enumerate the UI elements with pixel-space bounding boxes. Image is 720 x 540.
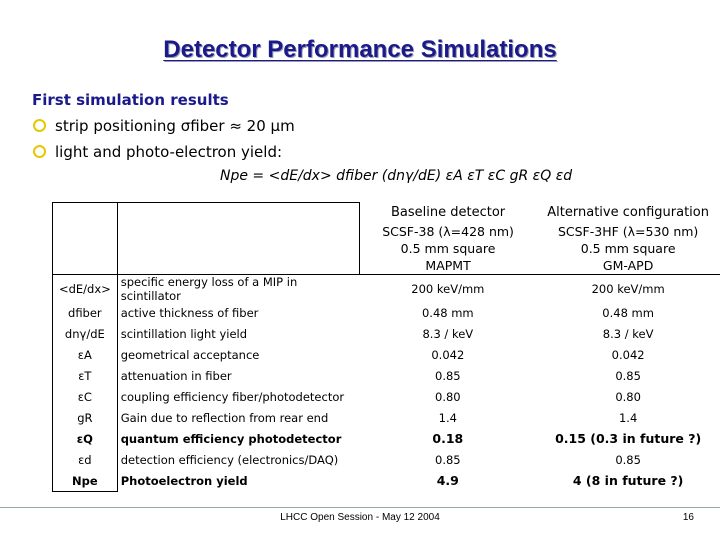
- row-baseline-value: 0.042: [431, 348, 465, 363]
- row-description: detection efficiency (electronics/DAQ): [120, 452, 339, 467]
- header-alternative-line: SCSF-3HF (λ=530 nm): [557, 223, 699, 239]
- row-baseline-value: 0.18: [432, 431, 464, 447]
- row-baseline-value: 0.48 mm: [421, 306, 474, 321]
- table-row: εA geometrical acceptance 0.042 0.042: [52, 344, 720, 366]
- performance-table: Baseline detector SCSF-38 (λ=428 nm) 0.5…: [52, 202, 720, 493]
- header-empty-desc: [117, 202, 360, 275]
- row-symbol: εd: [52, 449, 118, 471]
- row-symbol: <dE/dx>: [52, 274, 118, 303]
- table-row: gR Gain due to reflection from rear end …: [52, 407, 720, 429]
- bullet-ring-icon: [33, 145, 46, 158]
- photoelectron-formula: Npe = <dE/dx> dfiber (dnγ/dE) εA εT εC g…: [220, 168, 573, 184]
- row-symbol: εA: [52, 344, 118, 366]
- table-row: dnγ/dE scintillation light yield 8.3 / k…: [52, 323, 720, 345]
- row-symbol: dnγ/dE: [52, 323, 118, 345]
- row-symbol: dfiber: [52, 303, 118, 324]
- row-description: quantum efficiency photodetector: [120, 431, 342, 446]
- header-alternative-line: 0.5 mm square: [580, 240, 676, 256]
- table-row: εC coupling efficiency fiber/photodetect…: [52, 386, 720, 408]
- row-alternative-value: 0.85: [615, 452, 641, 467]
- row-description: active thickness of fiber: [120, 306, 259, 321]
- row-symbol: εQ: [52, 428, 118, 450]
- row-baseline-value: 1.4: [438, 410, 457, 425]
- bullet-ring-icon: [33, 119, 46, 132]
- header-baseline-title: Baseline detector: [390, 204, 506, 220]
- bullet-strip-positioning: strip positioning σfiber ≈ 20 µm: [33, 117, 295, 135]
- header-alternative: Alternative configuration SCSF-3HF (λ=53…: [536, 203, 720, 275]
- header-baseline-line: MAPMT: [425, 257, 471, 273]
- row-alternative-value: 8.3 / keV: [602, 327, 654, 342]
- row-alternative-value: 0.80: [615, 390, 641, 404]
- table-header-row: Baseline detector SCSF-38 (λ=428 nm) 0.5…: [52, 202, 720, 275]
- slide-title: Detector Performance Simulations: [163, 36, 557, 63]
- section-heading: First simulation results: [32, 91, 229, 109]
- row-symbol: εT: [52, 365, 118, 387]
- row-baseline-value: 0.85: [435, 369, 461, 384]
- row-symbol: gR: [52, 407, 118, 429]
- bullet-text: strip positioning σfiber ≈ 20 µm: [55, 117, 295, 135]
- row-description: Photoelectron yield: [120, 473, 248, 488]
- row-description: specific energy loss of a MIP in scintil…: [117, 274, 360, 303]
- table-row: εd detection efficiency (electronics/DAQ…: [52, 449, 720, 471]
- footer-text: LHCC Open Session - May 12 2004: [280, 512, 440, 523]
- header-alternative-line: GM-APD: [602, 257, 654, 273]
- row-symbol: Npe: [52, 470, 118, 493]
- row-alternative-value: 4 (8 in future ?): [572, 473, 684, 489]
- row-alternative-value: 1.4: [618, 410, 638, 425]
- table-row: <dE/dx> specific energy loss of a MIP in…: [52, 274, 720, 303]
- header-baseline-line: 0.5 mm square: [400, 240, 496, 256]
- row-description: geometrical acceptance: [120, 348, 260, 363]
- header-baseline-line: SCSF-38 (λ=428 nm): [382, 223, 514, 239]
- bullet-text: light and photo-electron yield:: [55, 143, 283, 161]
- row-alternative-value: 200 keV/mm: [536, 274, 720, 303]
- row-description: coupling efficiency fiber/photodetector: [120, 390, 345, 404]
- table-row: εT attenuation in fiber 0.85 0.85: [52, 365, 720, 387]
- table-row: εQ quantum efficiency photodetector 0.18…: [52, 428, 720, 450]
- header-baseline: Baseline detector SCSF-38 (λ=428 nm) 0.5…: [359, 203, 536, 275]
- row-description: Gain due to reflection from rear end: [120, 410, 329, 425]
- row-baseline-value: 8.3 / keV: [422, 327, 474, 342]
- header-alternative-title: Alternative configuration: [547, 204, 709, 220]
- row-alternative-value: 0.042: [611, 348, 645, 363]
- row-baseline-value: 200 keV/mm: [359, 274, 537, 303]
- table-row: Npe Photoelectron yield 4.9 4 (8 in futu…: [52, 470, 720, 493]
- row-baseline-value: 0.85: [435, 452, 461, 467]
- row-symbol: εC: [52, 386, 118, 408]
- table-row: dfiber active thickness of fiber 0.48 mm…: [52, 303, 720, 324]
- page-number: 16: [682, 512, 694, 523]
- footer-divider: [0, 507, 720, 508]
- row-description: scintillation light yield: [120, 327, 248, 342]
- row-alternative-value: 0.48 mm: [602, 306, 654, 321]
- bullet-light-yield: light and photo-electron yield:: [33, 143, 282, 161]
- row-baseline-value: 0.80: [435, 390, 461, 404]
- row-alternative-value: 0.15 (0.3 in future ?): [555, 431, 702, 447]
- row-description: attenuation in fiber: [120, 369, 232, 384]
- row-alternative-value: 0.85: [615, 369, 641, 384]
- header-empty-symbol: [52, 202, 118, 275]
- row-baseline-value: 4.9: [436, 473, 459, 489]
